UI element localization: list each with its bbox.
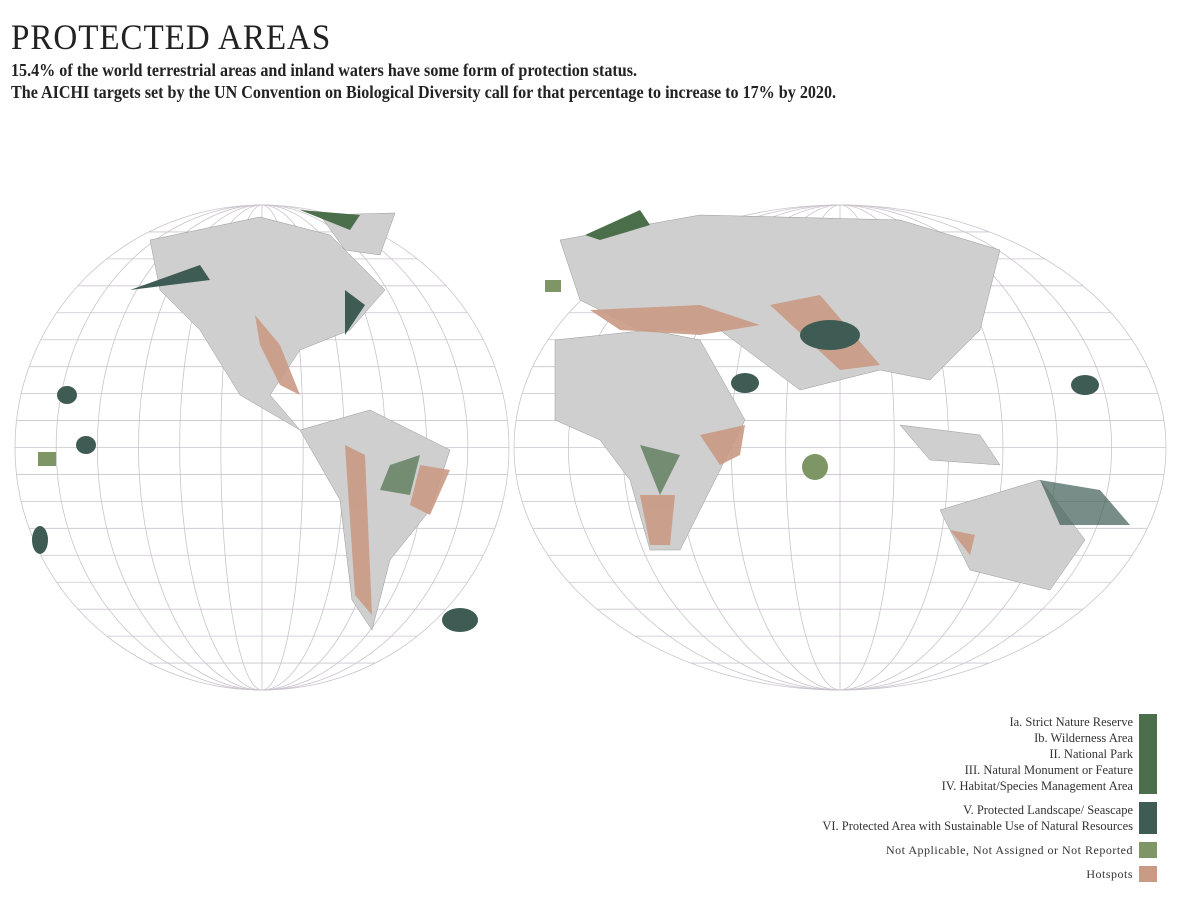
- legend-group-not-reported: Not Applicable, Not Assigned or Not Repo…: [757, 842, 1157, 858]
- legend-swatch: [1139, 842, 1157, 858]
- legend-label: V. Protected Landscape/ Seascape: [963, 803, 1133, 817]
- africa: [554, 329, 746, 551]
- hotspots: [255, 295, 975, 615]
- page-title: PROTECTED AREAS: [11, 17, 332, 57]
- legend-label: IV. Habitat/Species Management Area: [941, 779, 1133, 793]
- legend-swatch: [1139, 866, 1157, 882]
- world-map: [14, 204, 1167, 691]
- legend-swatch: [1139, 714, 1157, 794]
- land: [149, 212, 1086, 631]
- protected-areas: [32, 210, 1130, 632]
- legend-swatch: [1139, 802, 1157, 834]
- subtitle-line-1: 15.4% of the world terrestrial areas and…: [11, 60, 638, 80]
- legend: Ia. Strict Nature Reserve Ib. Wilderness…: [757, 714, 1157, 890]
- legend-group-categories-i-iv: Ia. Strict Nature Reserve Ib. Wilderness…: [757, 714, 1157, 794]
- se-asia-islands: [899, 424, 1001, 466]
- australia: [939, 479, 1086, 591]
- legend-label: II. National Park: [1049, 747, 1133, 761]
- south-america: [299, 409, 451, 631]
- legend-group-categories-v-vi: V. Protected Landscape/ Seascape VI. Pro…: [757, 802, 1157, 834]
- legend-group-hotspots: Hotspots: [757, 866, 1157, 882]
- legend-label: VI. Protected Area with Sustainable Use …: [822, 819, 1133, 833]
- legend-label: Ia. Strict Nature Reserve: [1009, 715, 1133, 729]
- legend-label: Not Applicable, Not Assigned or Not Repo…: [886, 843, 1133, 857]
- legend-label: Ib. Wilderness Area: [1034, 731, 1133, 745]
- legend-label: III. Natural Monument or Feature: [964, 763, 1133, 777]
- subtitle-line-2: The AICHI targets set by the UN Conventi…: [11, 82, 837, 102]
- legend-label: Hotspots: [1086, 867, 1133, 881]
